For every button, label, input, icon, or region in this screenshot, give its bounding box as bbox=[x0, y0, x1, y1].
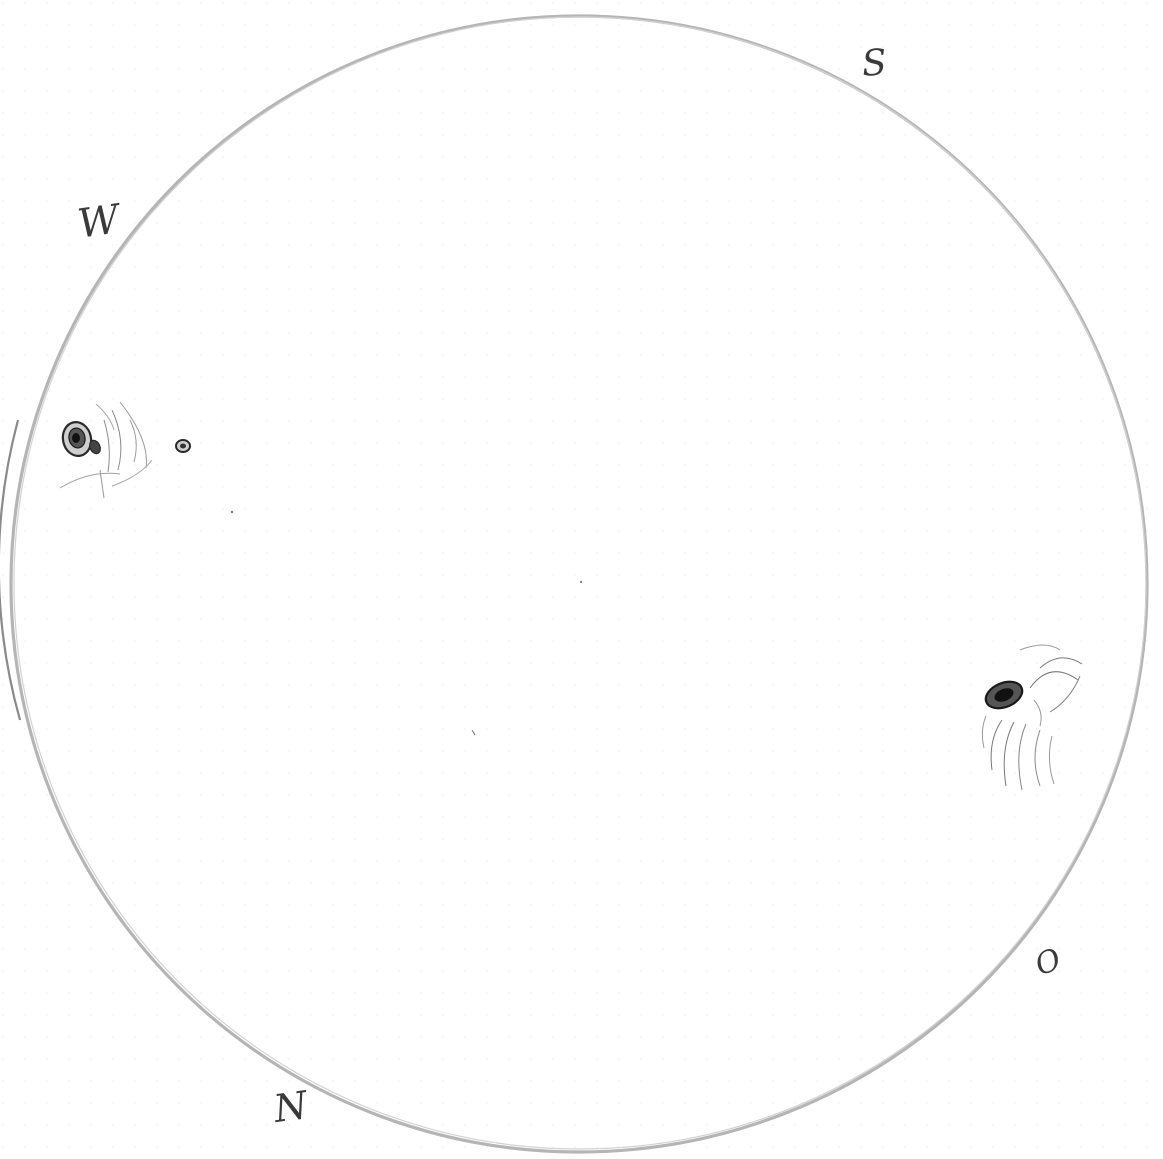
compass-south-label: S bbox=[860, 42, 889, 85]
faculae-strokes bbox=[981, 644, 1083, 791]
compass-north-label: N bbox=[271, 1082, 311, 1132]
compass-west-label: W bbox=[74, 196, 123, 248]
pencil-specks bbox=[230, 510, 583, 736]
sunspot-group-west bbox=[59, 401, 153, 499]
solar-disk-outline bbox=[0, 14, 1149, 1154]
sunspot-group-east bbox=[984, 680, 1024, 710]
small-sunspot-west bbox=[175, 439, 191, 453]
